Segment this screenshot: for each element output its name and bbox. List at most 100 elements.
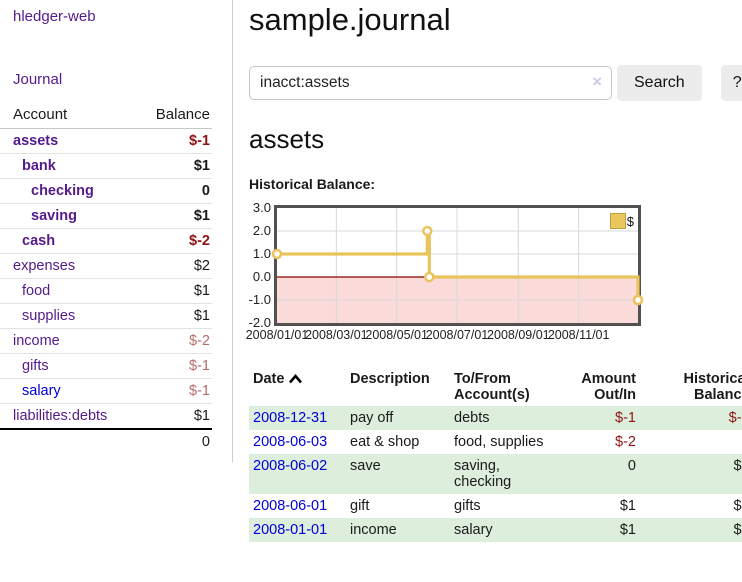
sort-ascending-icon <box>289 373 303 384</box>
account-balance: $-1 <box>139 128 212 154</box>
y-tick-label: 2.0 <box>252 223 271 238</box>
account-balance: $-2 <box>139 228 212 254</box>
account-link-income[interactable]: income <box>13 333 60 349</box>
chart-canvas <box>271 208 644 323</box>
chart-legend: $ <box>609 213 634 229</box>
x-tick-label: 2008/01/01 <box>245 328 309 342</box>
register-header-description: Description <box>350 371 430 387</box>
register-header-balance: Historical Balance <box>683 371 742 403</box>
register-header-amount: Amount Out/In <box>581 371 636 403</box>
account-link-salary[interactable]: salary <box>22 383 61 399</box>
transaction-accounts: food, supplies <box>454 434 544 450</box>
account-link-saving[interactable]: saving <box>31 208 77 224</box>
sidebar-item-journal[interactable]: Journal <box>13 71 63 88</box>
help-button[interactable]: ? <box>720 65 742 101</box>
accounts-total-row: 0 <box>0 428 212 454</box>
page-title: sample.journal <box>249 2 451 37</box>
y-tick-label: 0.0 <box>252 269 271 284</box>
account-link-bank[interactable]: bank <box>22 158 56 174</box>
transaction-accounts: debts <box>454 410 490 426</box>
account-balance: 0 <box>139 178 212 204</box>
account-balance: $-1 <box>139 378 212 404</box>
balance-chart: 3.0 2.0 1.0 0.0 -1.0 -2.0 $ <box>248 200 742 330</box>
y-tick-label: -2.0 <box>248 315 271 330</box>
x-tick-label: 2008/09/01 <box>487 328 550 342</box>
chart-plot-area: $ <box>271 205 644 326</box>
account-row: income $-2 <box>0 328 212 354</box>
sidebar-panel: hledger-web Journal Account Balance asse… <box>0 0 233 462</box>
register-header-date[interactable]: Date <box>249 368 346 406</box>
transaction-amount: $1 <box>619 498 636 514</box>
account-balance: $-1 <box>139 353 212 379</box>
account-link-assets[interactable]: assets <box>13 133 59 149</box>
account-link-supplies[interactable]: supplies <box>22 308 76 324</box>
x-tick-label: 2008/03/01 <box>305 328 368 342</box>
account-balance: $1 <box>139 203 212 229</box>
account-row: bank $1 <box>0 153 212 179</box>
y-tick-label: 3.0 <box>252 200 271 215</box>
transaction-balance: $-1 <box>728 410 742 426</box>
x-tick-label: 2008/05/01 <box>365 328 428 342</box>
transaction-description: income <box>350 522 397 538</box>
search-button[interactable]: Search <box>617 65 702 101</box>
transaction-date-link[interactable]: 2008-01-01 <box>253 522 328 538</box>
transaction-amount: $1 <box>619 522 636 538</box>
register-table: Date Description To/From Account(s) Amou… <box>249 368 742 542</box>
chart-x-axis: 2008/01/01 2008/03/01 2008/05/01 2008/07/01… <box>246 326 649 343</box>
accounts-total-value: 0 <box>139 428 212 454</box>
transaction-description: eat & shop <box>350 434 420 450</box>
account-row: saving $1 <box>0 203 212 229</box>
account-link-expenses[interactable]: expenses <box>13 258 76 274</box>
transaction-balance: $2 <box>733 458 742 474</box>
account-balance: $1 <box>139 303 212 329</box>
search-input[interactable] <box>249 66 612 100</box>
account-link-food[interactable]: food <box>22 283 51 299</box>
transaction-balance: $2 <box>733 498 742 514</box>
transaction-date-link[interactable]: 2008-06-01 <box>253 498 328 514</box>
transaction-balance: $1 <box>733 522 742 538</box>
account-row: food $1 <box>0 278 212 304</box>
transaction-amount: $-1 <box>615 410 636 426</box>
transaction-amount: $-2 <box>615 434 636 450</box>
y-tick-label: -1.0 <box>248 292 271 307</box>
account-row: cash $-2 <box>0 228 212 254</box>
account-balance: $1 <box>139 403 212 430</box>
search-form: × Search ? <box>249 65 742 101</box>
legend-label: $ <box>626 213 634 229</box>
brand-link[interactable]: hledger-web <box>13 8 96 25</box>
sidebar: hledger-web Journal Account Balance asse… <box>0 0 233 582</box>
transaction-description: save <box>350 458 381 474</box>
chart-y-axis: 3.0 2.0 1.0 0.0 -1.0 -2.0 <box>248 200 274 330</box>
account-row: salary $-1 <box>0 378 212 404</box>
x-tick-label: 2008/11/01 <box>547 328 610 342</box>
account-link-cash[interactable]: cash <box>22 233 56 249</box>
account-link-liabilities-debts[interactable]: liabilities:debts <box>13 408 108 424</box>
transaction-description: pay off <box>350 410 394 426</box>
transaction-row: 2008-12-31 pay off debts $-1 $-1 <box>249 406 742 430</box>
clear-search-icon[interactable]: × <box>592 72 602 91</box>
transaction-date-link[interactable]: 2008-12-31 <box>253 410 328 426</box>
account-balance: $2 <box>139 253 212 279</box>
x-tick-label: 2008/07/01 <box>425 328 489 342</box>
transaction-amount: 0 <box>627 458 636 474</box>
transaction-accounts: salary <box>454 522 493 538</box>
account-link-checking[interactable]: checking <box>31 183 94 199</box>
transaction-row: 2008-06-01 gift gifts $1 $2 <box>249 494 742 518</box>
account-balance: $1 <box>139 153 212 179</box>
account-row: liabilities:debts $1 <box>0 403 212 430</box>
accounts-header-account: Account <box>0 102 140 129</box>
account-heading: assets <box>249 124 325 154</box>
main-content: sample.journal × Search ? assets Histori… <box>233 0 742 582</box>
account-link-gifts[interactable]: gifts <box>22 358 49 374</box>
transaction-row: 2008-01-01 income salary $1 $1 <box>249 518 742 542</box>
account-row: assets $-1 <box>0 128 212 154</box>
transaction-accounts: gifts <box>454 498 481 514</box>
y-tick-label: 1.0 <box>252 246 271 261</box>
transaction-date-link[interactable]: 2008-06-02 <box>253 458 328 474</box>
transaction-row: 2008-06-02 save saving, checking 0 $2 <box>249 454 742 494</box>
account-row: expenses $2 <box>0 253 212 279</box>
transaction-row: 2008-06-03 eat & shop food, supplies $-20 <box>249 430 742 454</box>
account-balance: $1 <box>139 278 212 304</box>
transaction-date-link[interactable]: 2008-06-03 <box>253 434 328 450</box>
register-header-accounts: To/From Account(s) <box>454 371 530 403</box>
